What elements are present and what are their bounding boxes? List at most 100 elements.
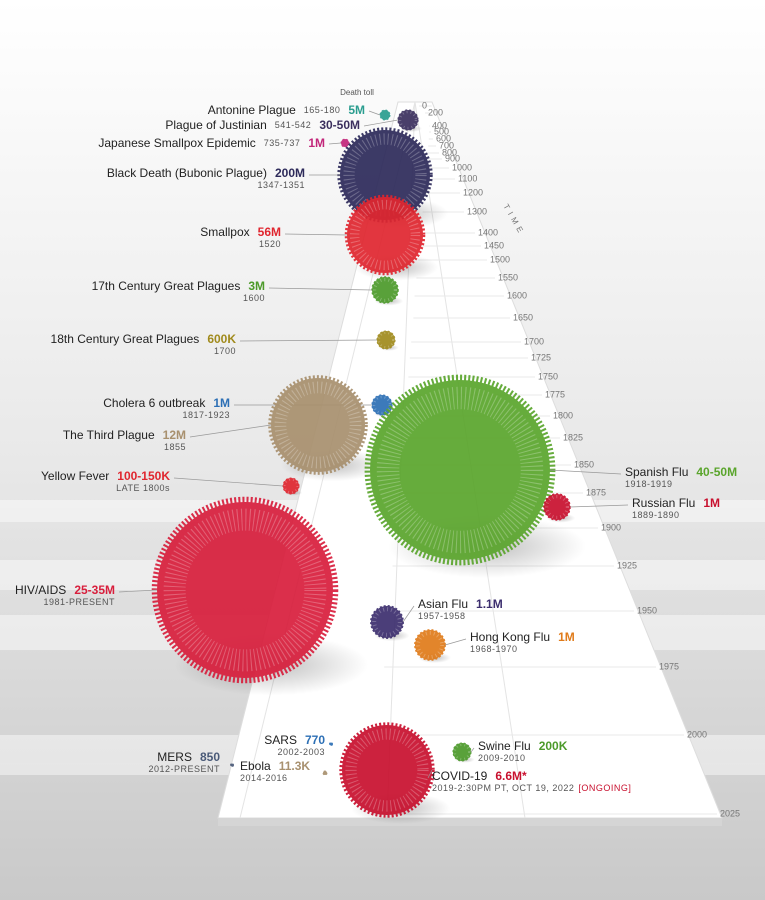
event-toll: 1M xyxy=(558,630,575,644)
event-years-line: 1817-1923 xyxy=(182,410,230,420)
bubble-texture xyxy=(163,508,327,672)
event-years-line: LATE 1800s xyxy=(116,483,170,493)
event-name: Hong Kong Flu xyxy=(470,630,550,644)
event-name: Asian Flu xyxy=(418,597,468,611)
event-label: 18th Century Great Plagues 600K xyxy=(51,332,237,346)
y-tick-label: 1925 xyxy=(617,560,637,570)
y-tick-label: 700 xyxy=(439,140,454,150)
y-tick-label: 1875 xyxy=(586,487,606,497)
event-years: 735-737 xyxy=(264,138,301,148)
event-years: 2019-2:30PM PT, OCT 19, 2022 xyxy=(432,783,574,793)
event-name: 17th Century Great Plagues xyxy=(92,279,241,293)
event-label: Russian Flu 1M xyxy=(632,496,720,510)
leader-line xyxy=(239,339,378,342)
event-years: 2012-PRESENT xyxy=(148,764,220,774)
y-tick-label: 1825 xyxy=(563,432,583,442)
event-name: 18th Century Great Plagues xyxy=(51,332,200,346)
y-tick-label: 1550 xyxy=(498,272,518,282)
event-years: 541-542 xyxy=(275,120,312,130)
event-name: Japanese Smallpox Epidemic xyxy=(98,136,255,150)
y-tick-label: 1300 xyxy=(467,206,487,216)
bubble xyxy=(322,770,328,776)
event-toll: 56M xyxy=(258,225,281,239)
leader-line xyxy=(268,287,373,291)
event-label: Plague of Justinian 541-542 30-50M xyxy=(165,118,360,132)
bubble-texture xyxy=(283,478,299,494)
event-label: Swine Flu 200K xyxy=(478,739,568,753)
event-name: Ebola xyxy=(240,759,271,773)
event-label: Ebola 11.3K xyxy=(240,759,310,773)
event-toll: 100-150K xyxy=(117,469,170,483)
event-years: 1981-PRESENT xyxy=(43,597,115,607)
event-label: COVID-19 6.6M* xyxy=(432,769,527,783)
event-years: 1968-1970 xyxy=(470,644,518,654)
y-tick-label: 1500 xyxy=(490,254,510,264)
event-years-line: 1889-1890 xyxy=(632,510,680,520)
event-years: 1700 xyxy=(214,346,236,356)
event-toll: 40-50M xyxy=(696,465,737,479)
event-years: 1600 xyxy=(243,293,265,303)
bubble xyxy=(230,763,234,767)
event-years-line: 1855 xyxy=(164,442,186,452)
bubble-texture xyxy=(345,728,429,812)
event-label: Cholera 6 outbreak 1M xyxy=(103,396,230,410)
bubble-texture xyxy=(372,395,392,415)
bubble xyxy=(344,194,426,276)
event-name: Spanish Flu xyxy=(625,465,688,479)
y-tick-label: 200 xyxy=(428,107,443,117)
event-years: 1918-1919 xyxy=(625,479,673,489)
event-toll: 3M xyxy=(248,279,265,293)
bubble-texture xyxy=(376,386,544,554)
event-name: Black Death (Bubonic Plague) xyxy=(107,166,267,180)
event-toll: 1M xyxy=(308,136,325,150)
event-toll: 30-50M xyxy=(319,118,360,132)
y-tick-label: 2000 xyxy=(687,729,707,739)
event-toll: 11.3K xyxy=(279,759,311,773)
leader-line xyxy=(427,769,433,779)
leader-line xyxy=(284,233,348,236)
event-label: Hong Kong Flu 1M xyxy=(470,630,575,644)
event-label: Smallpox 56M xyxy=(200,225,281,239)
event-years-line: 1700 xyxy=(214,346,236,356)
event-years-line: 2009-2010 xyxy=(478,753,526,763)
event-toll: 200K xyxy=(539,739,568,753)
bubble xyxy=(379,109,391,121)
y-tick-label: 1975 xyxy=(659,661,679,671)
event-name: Yellow Fever xyxy=(41,469,109,483)
event-name: SARS xyxy=(264,733,297,747)
event-status: [ONGOING] xyxy=(578,783,631,793)
y-tick-label: 1450 xyxy=(484,240,504,250)
event-toll: 1.1M xyxy=(476,597,503,611)
bubble xyxy=(397,109,419,131)
event-years-line: 2012-PRESENT xyxy=(148,764,220,774)
bubble-texture xyxy=(349,199,421,271)
y-tick-label: 1100 xyxy=(458,173,477,183)
event-toll: 770 xyxy=(305,733,325,747)
event-years: 1889-1890 xyxy=(632,510,680,520)
event-years: LATE 1800s xyxy=(116,483,170,493)
y-tick-label: 1725 xyxy=(531,352,551,362)
event-years: 165-180 xyxy=(304,105,341,115)
y-tick-label: 1900 xyxy=(601,522,621,532)
event-years-line: 1981-PRESENT xyxy=(43,597,115,607)
leader-line xyxy=(402,605,415,623)
y-tick-label: 1600 xyxy=(507,290,527,300)
leader-line xyxy=(189,424,272,438)
bubble-texture xyxy=(274,381,362,469)
event-name: Swine Flu xyxy=(478,739,531,753)
bubble-texture xyxy=(544,494,570,520)
leader-line xyxy=(444,638,467,646)
event-toll: 25-35M xyxy=(74,583,115,597)
event-label: HIV/AIDS 25-35M xyxy=(15,583,115,597)
bubble xyxy=(340,138,350,148)
y-tick-label: 400 xyxy=(432,120,447,130)
event-years-line: 2019-2:30PM PT, OCT 19, 2022 [ONGOING] xyxy=(432,783,631,793)
y-tick-label: 1650 xyxy=(513,312,533,322)
y-tick-label: 900 xyxy=(445,153,460,163)
y-tick-label: 1775 xyxy=(545,389,565,399)
y-tick-label: 1400 xyxy=(478,227,498,237)
y-tick-label: 1750 xyxy=(538,371,558,381)
event-label: The Third Plague 12M xyxy=(63,428,186,442)
event-toll: 5M xyxy=(348,103,365,117)
bubble-texture xyxy=(398,110,418,130)
